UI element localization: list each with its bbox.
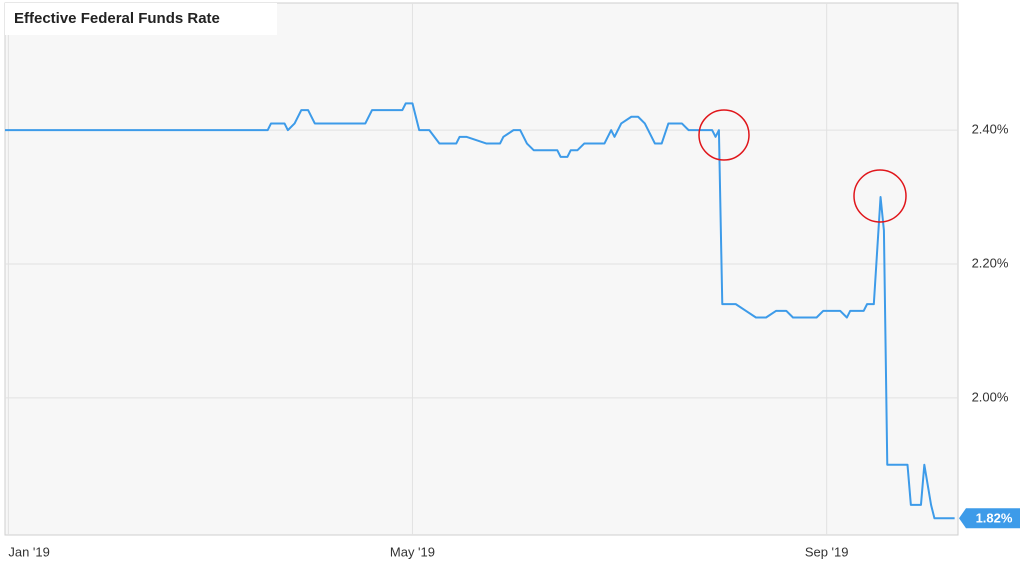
labels: 2.00% 2.20% 2.40% Jan '19 May '19 Sep '19 1.82… [8, 122, 1020, 559]
last-value-tag [959, 508, 1020, 529]
data-line [5, 102, 955, 520]
x-tick-label: Sep '19 [805, 544, 849, 559]
chart-title: Effective Federal Funds Rate [14, 10, 220, 27]
title-box [5, 3, 277, 35]
y-tick-label: 2.00% [972, 389, 1009, 404]
last-value-label: 1.82% [976, 511, 1013, 526]
marks [5, 102, 955, 520]
plot-area [4, 2, 959, 536]
x-tick-label: May '19 [390, 544, 435, 559]
y-tick-label: 2.40% [972, 122, 1009, 137]
y-tick-label: 2.20% [972, 255, 1009, 270]
highlight-circle [698, 109, 750, 161]
x-tick-label: Jan '19 [8, 544, 50, 559]
highlight-circle [853, 169, 907, 223]
